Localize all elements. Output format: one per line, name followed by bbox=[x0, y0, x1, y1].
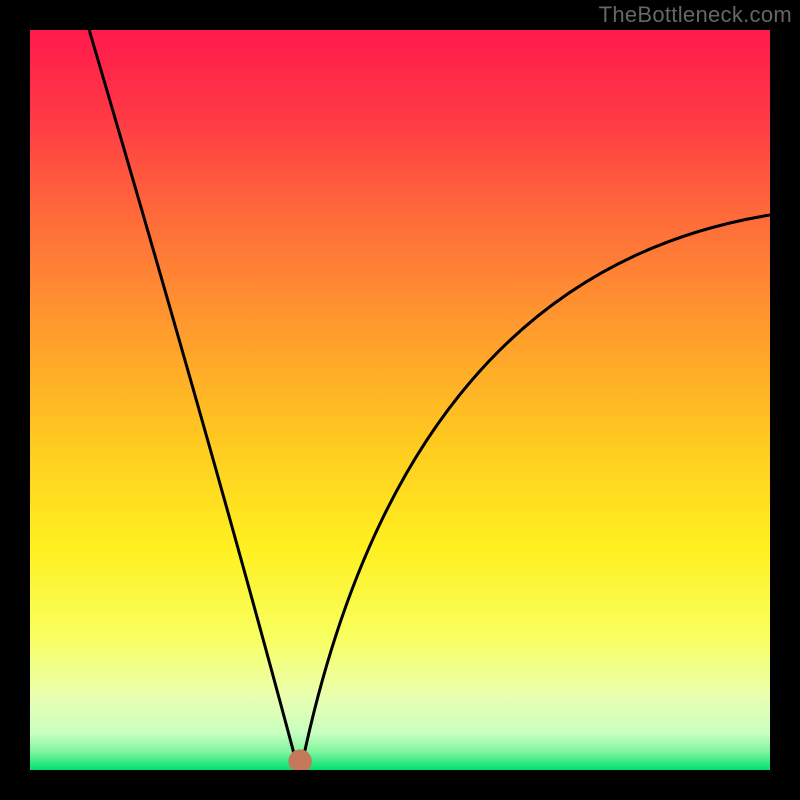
bottleneck-curve-chart bbox=[30, 30, 770, 770]
chart-outer-frame bbox=[0, 0, 800, 800]
watermark-text: TheBottleneck.com bbox=[599, 2, 792, 28]
chart-plot-area bbox=[30, 30, 770, 770]
optimum-point-marker bbox=[292, 753, 308, 769]
chart-background-gradient bbox=[30, 30, 770, 770]
